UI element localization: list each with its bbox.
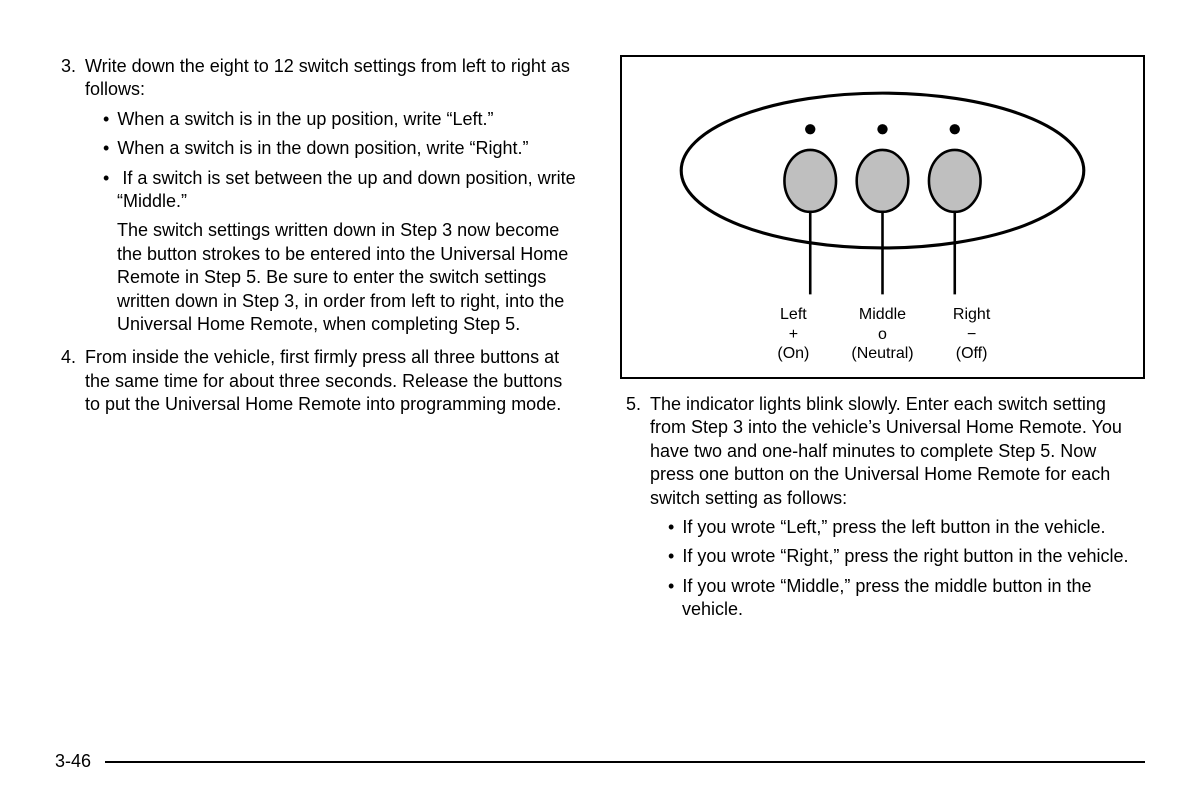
step-4-text: From inside the vehicle, first firmly pr… bbox=[85, 347, 562, 414]
led-left-icon bbox=[805, 124, 815, 134]
list-item-text: If a switch is set between the up and do… bbox=[117, 168, 576, 211]
right-column: Left + (On) Middle o (Neutral) Right − (… bbox=[620, 55, 1145, 632]
fig-label-line: + bbox=[763, 325, 823, 344]
figure-label-right: Right − (Off) bbox=[942, 305, 1002, 363]
steps-list-right: The indicator lights blink slowly. Enter… bbox=[620, 393, 1145, 622]
step-3-continuation: The switch settings written down in Step… bbox=[117, 219, 580, 336]
list-item: When a switch is in the down position, w… bbox=[103, 137, 580, 160]
fig-label-line: Right bbox=[942, 305, 1002, 324]
fig-label-line: − bbox=[942, 325, 1002, 344]
list-item: If a switch is set between the up and do… bbox=[103, 167, 580, 337]
fig-label-line: (On) bbox=[763, 344, 823, 363]
figure-label-left: Left + (On) bbox=[763, 305, 823, 363]
figure-labels: Left + (On) Middle o (Neutral) Right − (… bbox=[622, 305, 1143, 363]
left-column: Write down the eight to 12 switch settin… bbox=[55, 55, 580, 632]
remote-button-right-icon bbox=[929, 150, 981, 212]
manual-page: Write down the eight to 12 switch settin… bbox=[0, 0, 1200, 800]
step-3-text: Write down the eight to 12 switch settin… bbox=[85, 56, 570, 99]
fig-label-line: Left bbox=[763, 305, 823, 324]
step-5: The indicator lights blink slowly. Enter… bbox=[646, 393, 1145, 622]
page-footer: 3-46 bbox=[55, 751, 1145, 772]
led-right-icon bbox=[950, 124, 960, 134]
remote-button-left-icon bbox=[784, 150, 836, 212]
two-column-layout: Write down the eight to 12 switch settin… bbox=[55, 55, 1145, 632]
list-item: When a switch is in the up position, wri… bbox=[103, 108, 580, 131]
remote-figure: Left + (On) Middle o (Neutral) Right − (… bbox=[620, 55, 1145, 379]
led-middle-icon bbox=[877, 124, 887, 134]
steps-list-left: Write down the eight to 12 switch settin… bbox=[55, 55, 580, 416]
remote-button-middle-icon bbox=[857, 150, 909, 212]
footer-rule-icon bbox=[105, 761, 1145, 763]
list-item: If you wrote “Left,” press the left butt… bbox=[668, 516, 1145, 539]
list-item: If you wrote “Right,” press the right bu… bbox=[668, 545, 1145, 568]
step-4: From inside the vehicle, first firmly pr… bbox=[81, 346, 580, 416]
fig-label-line: o bbox=[851, 325, 913, 344]
step-3-bullets: When a switch is in the up position, wri… bbox=[85, 108, 580, 337]
fig-label-line: (Neutral) bbox=[851, 344, 913, 363]
step-3: Write down the eight to 12 switch settin… bbox=[81, 55, 580, 336]
fig-label-line: (Off) bbox=[942, 344, 1002, 363]
list-item: If you wrote “Middle,” press the middle … bbox=[668, 575, 1145, 622]
step-5-bullets: If you wrote “Left,” press the left butt… bbox=[650, 516, 1145, 622]
page-number: 3-46 bbox=[55, 751, 105, 772]
fig-label-line: Middle bbox=[851, 305, 913, 324]
step-5-text: The indicator lights blink slowly. Enter… bbox=[650, 394, 1122, 508]
figure-label-middle: Middle o (Neutral) bbox=[851, 305, 913, 363]
